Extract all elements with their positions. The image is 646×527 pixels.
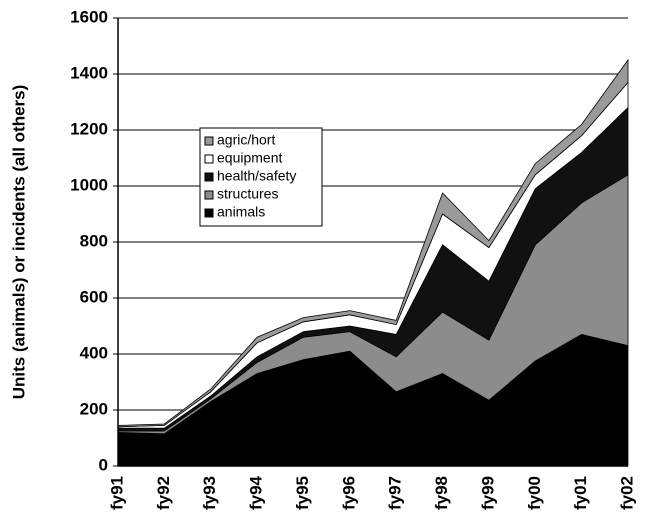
x-tick-label: fy92 xyxy=(154,476,173,510)
x-tick-label: fy93 xyxy=(200,476,219,510)
x-tick-label: fy95 xyxy=(293,476,312,510)
legend: agric/hort equipment health/safety structur… xyxy=(199,127,323,227)
legend-label: structures xyxy=(217,186,278,202)
x-tick-label: fy91 xyxy=(107,476,126,510)
area xyxy=(117,58,629,428)
legend-swatch xyxy=(204,190,214,200)
legend-label: agric/hort xyxy=(217,132,275,148)
legend-swatch xyxy=(204,136,214,146)
y-tick-label: 200 xyxy=(80,399,108,418)
legend-swatch xyxy=(204,172,214,182)
legend-box xyxy=(199,127,323,227)
y-tick-label: 0 xyxy=(99,455,108,474)
x-tick-label: fy00 xyxy=(525,476,544,510)
y-tick-label: 800 xyxy=(80,231,108,250)
legend-swatch xyxy=(204,208,214,218)
y-tick-label: 600 xyxy=(80,287,108,306)
y-tick-label: 400 xyxy=(80,343,108,362)
y-tick-label: 1400 xyxy=(70,63,108,82)
x-tick-label: fy99 xyxy=(478,476,497,510)
y-tick-label: 1600 xyxy=(70,7,108,26)
legend-swatch xyxy=(204,154,214,164)
x-tick-label: fy97 xyxy=(386,476,405,510)
y-axis-label: Units (animals) or incidents (all others… xyxy=(9,85,28,400)
x-tick-label: fy94 xyxy=(247,475,266,510)
legend-label: animals xyxy=(217,204,265,220)
x-tick-label: fy01 xyxy=(571,476,590,510)
y-tick-label: 1200 xyxy=(70,119,108,138)
x-tick-label: fy98 xyxy=(432,476,451,510)
legend-label: equipment xyxy=(217,150,282,166)
y-tick-label: 1000 xyxy=(70,175,108,194)
legend-label: health/safety xyxy=(217,168,296,184)
x-tick-label: fy02 xyxy=(617,476,636,510)
x-tick-label: fy96 xyxy=(339,476,358,510)
